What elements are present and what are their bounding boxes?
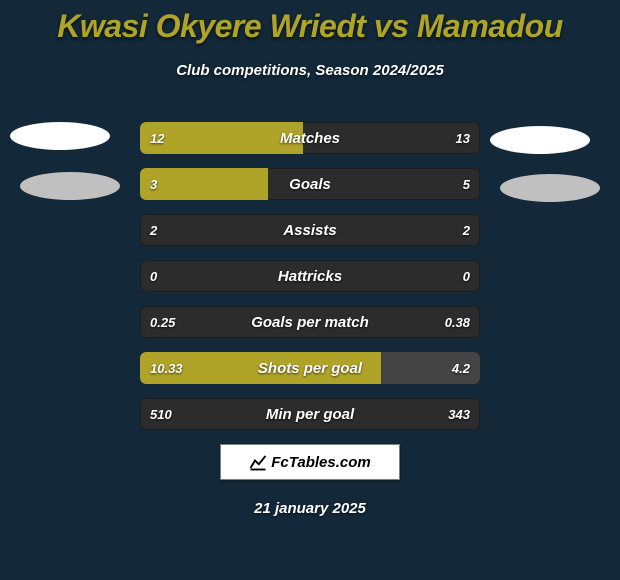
player1-badge-bottom xyxy=(20,172,120,200)
date-line: 21 january 2025 xyxy=(0,500,620,517)
stat-row: Assists2 2 xyxy=(140,214,480,246)
player1-badge-top xyxy=(10,122,110,150)
stat-value-p1: 510 xyxy=(140,398,182,430)
subtitle: Club competitions, Season 2024/2025 xyxy=(0,62,620,79)
stat-row: Goals3 5 xyxy=(140,168,480,200)
stat-row: Goals per match0.25 0.38 xyxy=(140,306,480,338)
brand-text: FcTables.com xyxy=(271,454,370,471)
player2-badge-top xyxy=(490,126,590,154)
stat-value-p2: 5 xyxy=(453,168,480,200)
player2-badge-bottom xyxy=(500,174,600,202)
stat-value-p2: 0 xyxy=(453,260,480,292)
stat-value-p2: 343 xyxy=(438,398,480,430)
stat-value-p1: 10.33 xyxy=(140,352,193,384)
stat-label: Goals per match xyxy=(140,306,480,338)
stat-label: Min per goal xyxy=(140,398,480,430)
stat-label: Goals xyxy=(140,168,480,200)
stat-value-p2: 2 xyxy=(453,214,480,246)
stat-row: Shots per goal10.334.2 xyxy=(140,352,480,384)
stat-row: Hattricks0 0 xyxy=(140,260,480,292)
stats-container: Matches12 13 Goals3 5 Assists2 2 Hattricks0 0 Go… xyxy=(140,122,480,444)
stat-value-p1: 12 xyxy=(140,122,174,154)
brand-box: FcTables.com xyxy=(220,444,400,480)
stat-value-p2: 0.38 xyxy=(435,306,480,338)
page-title: Kwasi Okyere Wriedt vs Mamadou xyxy=(0,8,620,45)
stat-value-p2: 13 xyxy=(446,122,480,154)
stat-row: Matches12 13 xyxy=(140,122,480,154)
stat-value-p1: 2 xyxy=(140,214,167,246)
stat-value-p2: 4.2 xyxy=(442,352,480,384)
stat-label: Matches xyxy=(140,122,480,154)
comparison-infographic: Kwasi Okyere Wriedt vs Mamadou Club comp… xyxy=(0,0,620,580)
stat-row: Min per goal510 343 xyxy=(140,398,480,430)
stat-label: Hattricks xyxy=(140,260,480,292)
stat-label: Assists xyxy=(140,214,480,246)
stat-value-p1: 0.25 xyxy=(140,306,185,338)
stat-value-p1: 0 xyxy=(140,260,167,292)
stat-value-p1: 3 xyxy=(140,168,167,200)
line-chart-icon xyxy=(249,453,267,471)
